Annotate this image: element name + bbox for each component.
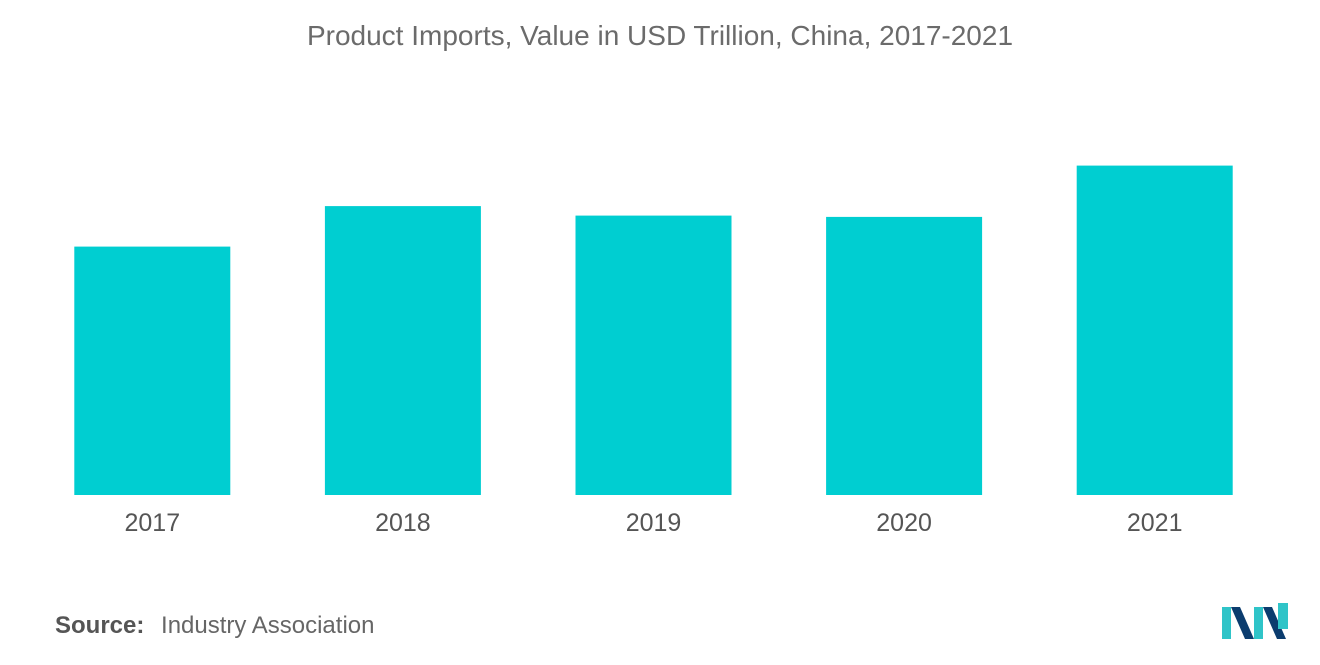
x-tick-label-2021: 2021 [1127, 509, 1183, 537]
x-tick-labels: 2017 2018 2019 2020 2021 [124, 509, 1182, 537]
bar-2017 [74, 246, 231, 495]
mordor-intelligence-logo-icon [1222, 603, 1288, 639]
bar-2020 [826, 216, 983, 495]
logo-left-stroke [1222, 607, 1231, 639]
x-tick-label-2020: 2020 [876, 509, 932, 537]
bar-2019 [575, 215, 732, 495]
bar-chart: 2017 2018 2019 2020 2021 [74, 165, 1233, 537]
source-text: Industry Association [161, 612, 375, 639]
source-note: Source: Industry Association [55, 612, 374, 640]
logo-right-stroke [1278, 603, 1288, 629]
x-tick-label-2018: 2018 [375, 509, 431, 537]
x-tick-label-2019: 2019 [626, 509, 682, 537]
bar-2018 [324, 206, 481, 495]
bar-2021 [1076, 165, 1233, 495]
bars-group [74, 165, 1233, 495]
x-tick-label-2017: 2017 [124, 509, 180, 537]
logo-diagonal-1 [1231, 607, 1254, 639]
logo-mid-stroke [1254, 607, 1263, 639]
source-label: Source: [55, 612, 145, 639]
chart-title: Product Imports, Value in USD Trillion, … [306, 20, 1014, 51]
logo-diagonal-2 [1263, 607, 1286, 639]
